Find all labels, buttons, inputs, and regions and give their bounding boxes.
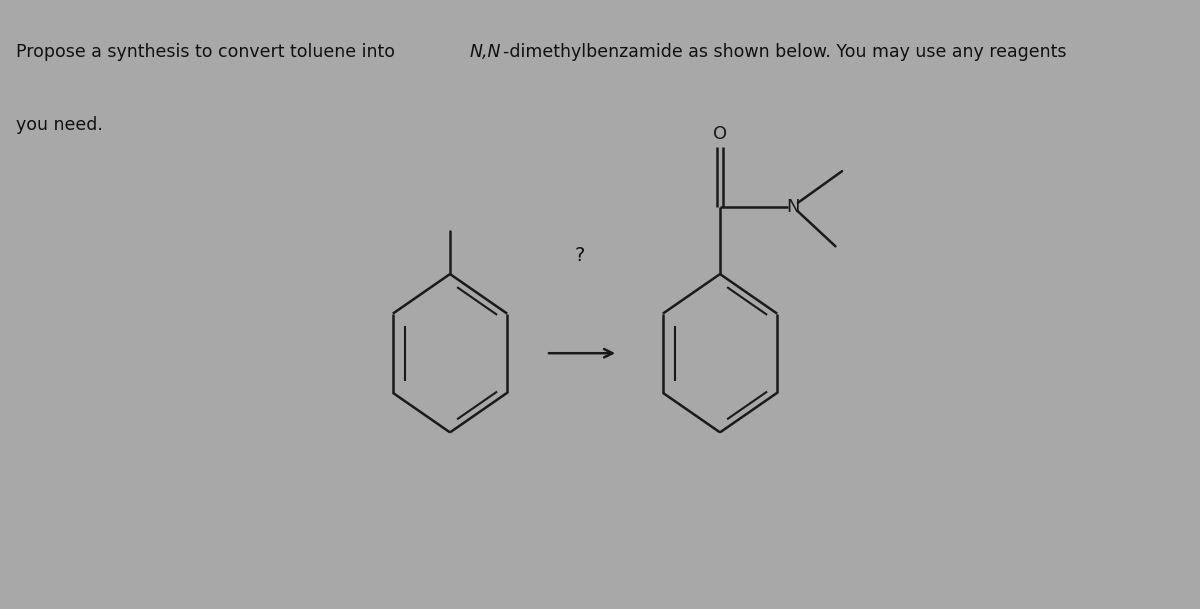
Text: -dimethylbenzamide as shown below. You may use any reagents: -dimethylbenzamide as shown below. You m…: [503, 43, 1067, 61]
Text: N,N: N,N: [469, 43, 500, 61]
Text: Propose a synthesis to convert toluene into: Propose a synthesis to convert toluene i…: [16, 43, 400, 61]
Text: ?: ?: [575, 246, 584, 266]
Text: O: O: [713, 125, 727, 143]
Text: N: N: [786, 198, 799, 216]
Text: you need.: you need.: [16, 116, 102, 134]
